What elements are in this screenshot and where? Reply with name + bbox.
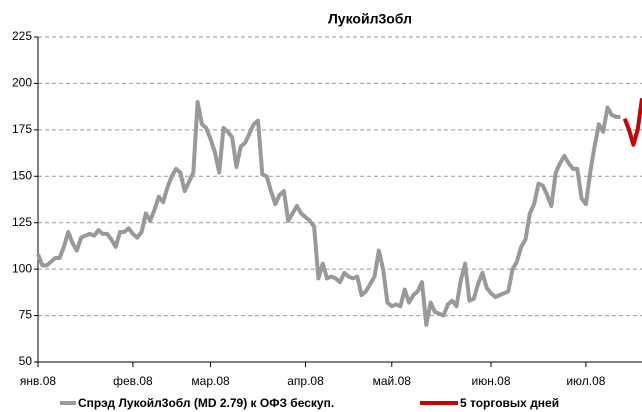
x-tick-label: июл.08: [566, 374, 605, 388]
chart-title: Лукойл3обл: [328, 11, 412, 27]
legend-label: 5 торговых дней: [460, 396, 559, 410]
series-line: [36, 100, 621, 327]
x-tick-label: май.08: [373, 374, 412, 388]
x-tick-label: апр.08: [287, 374, 324, 388]
x-tick-label: фев.08: [113, 374, 153, 388]
y-tick-label: 50: [19, 354, 33, 368]
y-tick-label: 150: [12, 168, 32, 182]
y-tick-label: 225: [12, 29, 32, 43]
y-tick-label: 200: [12, 76, 32, 90]
y-tick-label: 125: [12, 215, 32, 229]
series-line: [622, 98, 642, 147]
legend-label: Спрэд Лукойл3обл (MD 2.79) к ОФЗ бескуп.: [78, 396, 334, 410]
y-tick-label: 75: [19, 308, 33, 322]
y-tick-label: 175: [12, 122, 32, 136]
y-tick-label: 100: [12, 261, 32, 275]
x-tick-label: июн.08: [471, 374, 510, 388]
x-tick-label: янв.08: [20, 374, 57, 388]
x-tick-label: мар.08: [191, 374, 230, 388]
